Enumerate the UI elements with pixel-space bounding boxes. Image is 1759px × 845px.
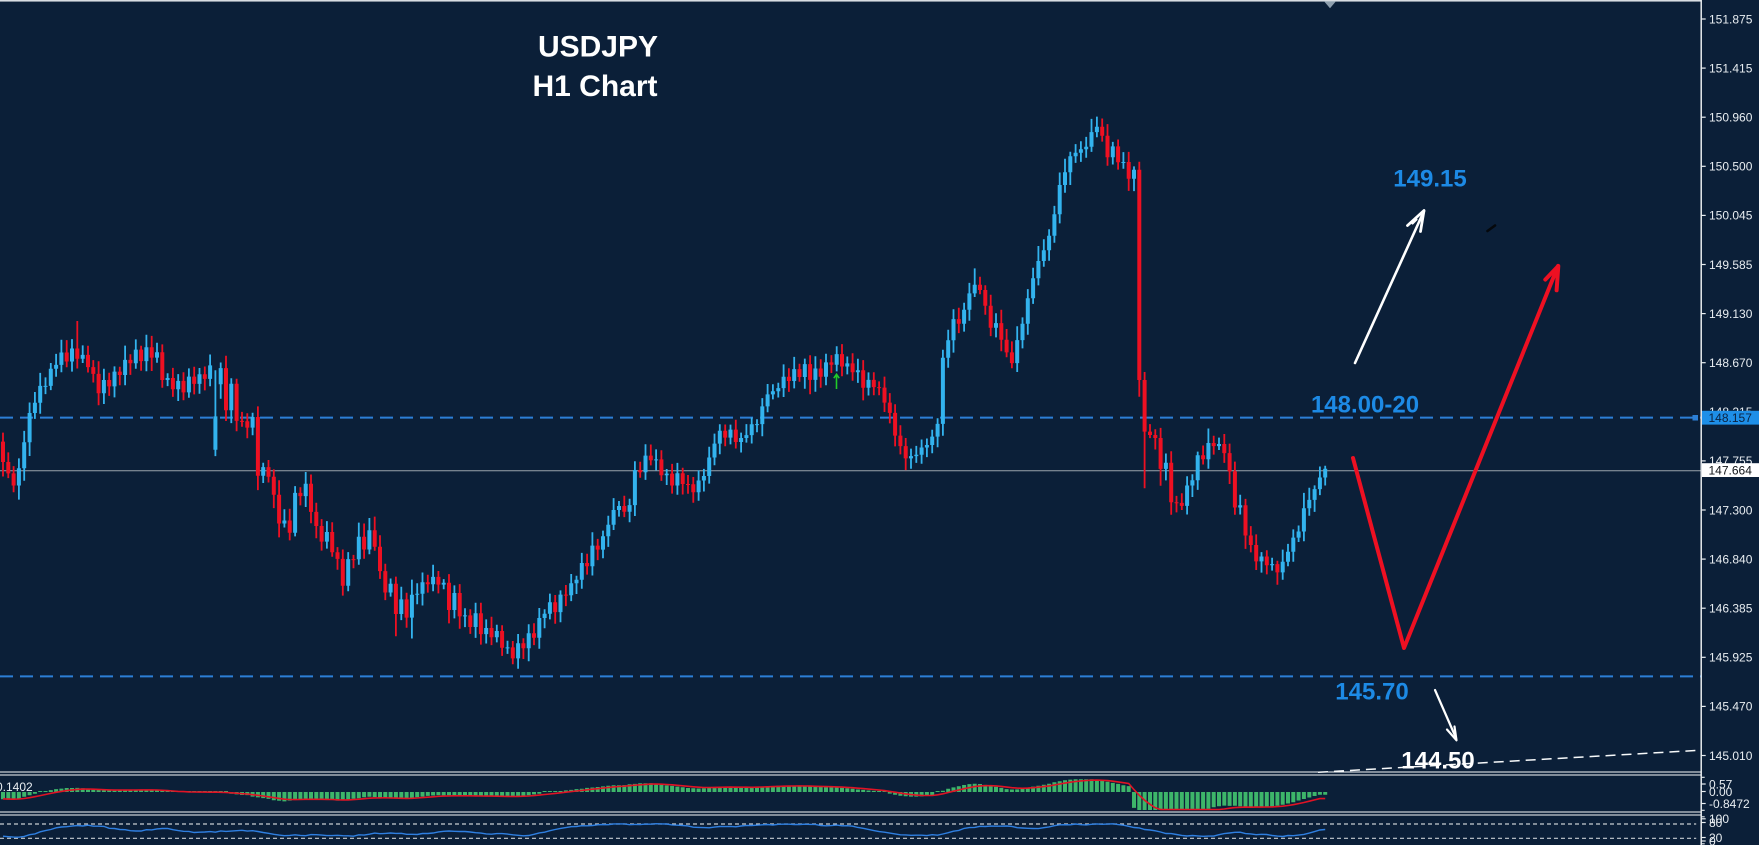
svg-text:146.840: 146.840: [1709, 552, 1753, 566]
svg-text:148.00-20: 148.00-20: [1311, 392, 1419, 419]
svg-text:147.664: 147.664: [1709, 463, 1753, 477]
svg-text:145.70: 145.70: [1335, 679, 1408, 706]
svg-text:151.415: 151.415: [1709, 61, 1753, 75]
svg-text:H1 Chart: H1 Chart: [532, 70, 657, 103]
svg-text:148.157: 148.157: [1709, 411, 1753, 425]
svg-text:145.470: 145.470: [1709, 700, 1753, 714]
svg-text:0.1402: 0.1402: [0, 780, 33, 794]
svg-text:145.925: 145.925: [1709, 651, 1753, 665]
svg-text:20: 20: [1709, 831, 1723, 845]
svg-text:0.57: 0.57: [1709, 777, 1733, 791]
svg-text:80: 80: [1709, 816, 1723, 830]
svg-text:147.300: 147.300: [1709, 503, 1753, 517]
svg-text:149.585: 149.585: [1709, 258, 1753, 272]
svg-text:150.500: 150.500: [1709, 160, 1753, 174]
svg-text:149.15: 149.15: [1393, 166, 1466, 193]
svg-text:144.50: 144.50: [1401, 748, 1474, 775]
svg-text:150.960: 150.960: [1709, 111, 1753, 125]
svg-text:146.385: 146.385: [1709, 602, 1753, 616]
svg-text:-0.8472: -0.8472: [1709, 797, 1750, 811]
svg-text:145.010: 145.010: [1709, 749, 1753, 763]
svg-text:151.875: 151.875: [1709, 12, 1753, 26]
svg-text:0.00: 0.00: [1709, 785, 1733, 799]
svg-text:0: 0: [1709, 834, 1716, 845]
svg-text:150.045: 150.045: [1709, 209, 1753, 223]
svg-text:USDJPY: USDJPY: [538, 31, 658, 64]
svg-text:149.130: 149.130: [1709, 307, 1753, 321]
svg-text:148.670: 148.670: [1709, 356, 1753, 370]
svg-text:100: 100: [1709, 812, 1729, 826]
